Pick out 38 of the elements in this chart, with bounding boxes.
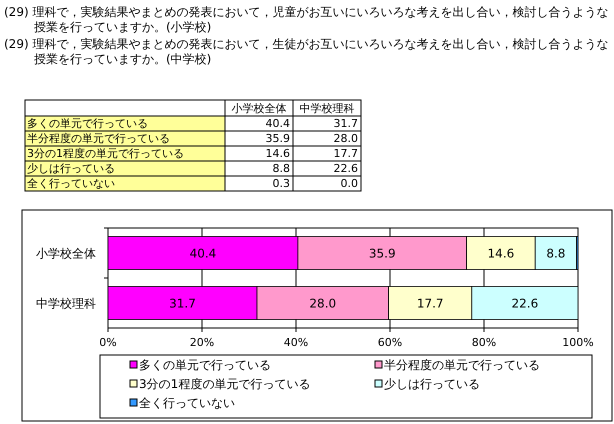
data-label: 17.7 bbox=[334, 147, 358, 160]
data-label: 31.7 bbox=[334, 117, 358, 130]
data-label: 35.9 bbox=[266, 132, 290, 145]
data-label: 35.9 bbox=[368, 246, 396, 260]
legend-label: 全く行っていない bbox=[139, 396, 235, 410]
data-label: 28.0 bbox=[309, 296, 336, 310]
data-label: 22.6 bbox=[334, 162, 358, 175]
legend-label: 少しは行っている bbox=[384, 377, 480, 391]
y-tick-label: 小学校全体 bbox=[36, 246, 96, 260]
y-tick-label: 3分の1程度の単元で行っている bbox=[27, 147, 184, 160]
chart-subtitle: (29) 理科で，実験結果やまとめの発表において，生徒がお互いにいろいろな考えを出し合い，検討し合うような授業を行っていますか。(中学校) bbox=[4, 37, 608, 66]
y-tick-label: 全く行っていない bbox=[27, 177, 115, 190]
data-label: 17.7 bbox=[416, 296, 444, 310]
data-label: 31.7 bbox=[169, 296, 196, 310]
data-label: 8.8 bbox=[272, 162, 290, 175]
x-tick-label: 40% bbox=[284, 336, 308, 349]
x-tick-label: 60% bbox=[378, 336, 402, 349]
data-label: 40.4 bbox=[266, 117, 290, 130]
chart-title: (29) 理科で，実験結果やまとめの発表において，児童がお互いにいろいろな考えを出し合い，検討し合うような授業を行っていますか。(小学校) bbox=[4, 5, 608, 34]
legend-label: 半分程度の単元で行っている bbox=[384, 358, 540, 372]
data-label: 14.6 bbox=[488, 246, 514, 260]
legend-label: 多くの単元で行っている bbox=[139, 358, 271, 372]
data-label: 8.8 bbox=[546, 246, 566, 260]
y-tick-label: 中学校理科 bbox=[36, 296, 96, 310]
y-tick-label: 半分程度の単元で行っている bbox=[27, 132, 170, 145]
y-tick-label: 少しは行っている bbox=[27, 162, 115, 175]
data-label: 28.0 bbox=[334, 132, 358, 145]
data-label: 0.0 bbox=[340, 177, 358, 190]
data-label: 14.6 bbox=[266, 147, 290, 160]
legend-label: 3分の1程度の単元で行っている bbox=[139, 377, 310, 391]
data-label: 40.4 bbox=[190, 246, 216, 260]
x-tick-label: 80% bbox=[472, 336, 496, 349]
data-label: 0.3 bbox=[272, 177, 290, 190]
x-tick-label: 20% bbox=[190, 336, 214, 349]
data-label: 22.6 bbox=[512, 296, 538, 310]
x-tick-label: 100% bbox=[562, 336, 594, 349]
x-tick-label: 0% bbox=[99, 336, 117, 349]
y-tick-label: 多くの単元で行っている bbox=[27, 117, 148, 130]
